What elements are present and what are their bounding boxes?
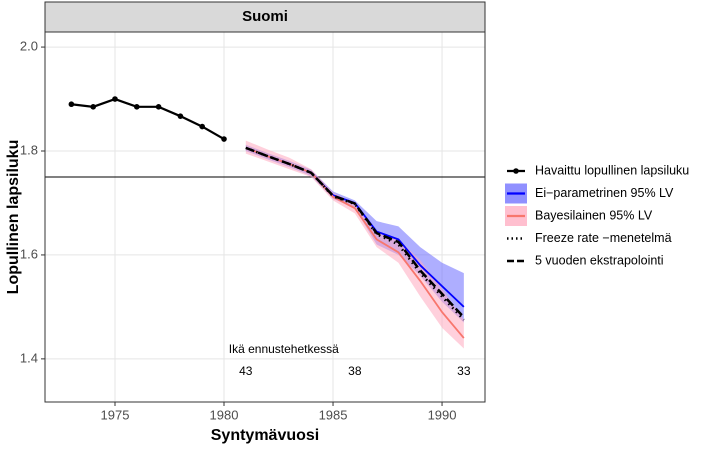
data-point [199, 123, 206, 130]
age-label: 33 [457, 364, 471, 378]
annotation: Ikä ennustehetkessä [229, 342, 339, 356]
y-tick-label: 1.4 [20, 350, 38, 365]
series-line [71, 97, 225, 141]
y-tick-label: 1.8 [20, 142, 38, 157]
y-tick-label: 2.0 [20, 39, 38, 54]
age-label: 38 [348, 364, 362, 378]
legend-label: Ei−parametrinen 95% LV [535, 186, 674, 200]
data-point [155, 104, 162, 110]
series-line [245, 146, 465, 319]
legend-label: Havaittu lopullinen lapsiluku [535, 163, 689, 177]
data-point [68, 101, 75, 108]
plot-background [45, 32, 485, 402]
y-axis-label: Lopullinen lapsiluku [5, 140, 22, 295]
x-tick-label: 1975 [101, 407, 130, 422]
x-tick-label: 1985 [319, 407, 348, 422]
data-point [221, 136, 227, 142]
age-label: 43 [239, 364, 253, 378]
x-tick-label: 1980 [210, 407, 239, 422]
legend-key [513, 168, 519, 174]
legend-label: Bayesilainen 95% LV [535, 208, 653, 222]
y-tick-label: 1.6 [20, 246, 38, 261]
plot-border [44, 31, 486, 403]
x-tick-label: 1990 [428, 407, 457, 422]
x-axis-label: Syntymävuosi [211, 427, 319, 444]
legend-label: 5 vuoden ekstrapolointi [535, 253, 664, 267]
confidence-band [245, 140, 464, 349]
data-point [133, 104, 140, 110]
data-point [112, 96, 118, 102]
panel-strip [44, 1, 486, 33]
panel-title: Suomi [242, 8, 288, 25]
legend-label: Freeze rate −menetelmä [535, 231, 672, 245]
data-point [90, 104, 96, 110]
data-point [177, 113, 184, 119]
series-line [245, 146, 465, 321]
